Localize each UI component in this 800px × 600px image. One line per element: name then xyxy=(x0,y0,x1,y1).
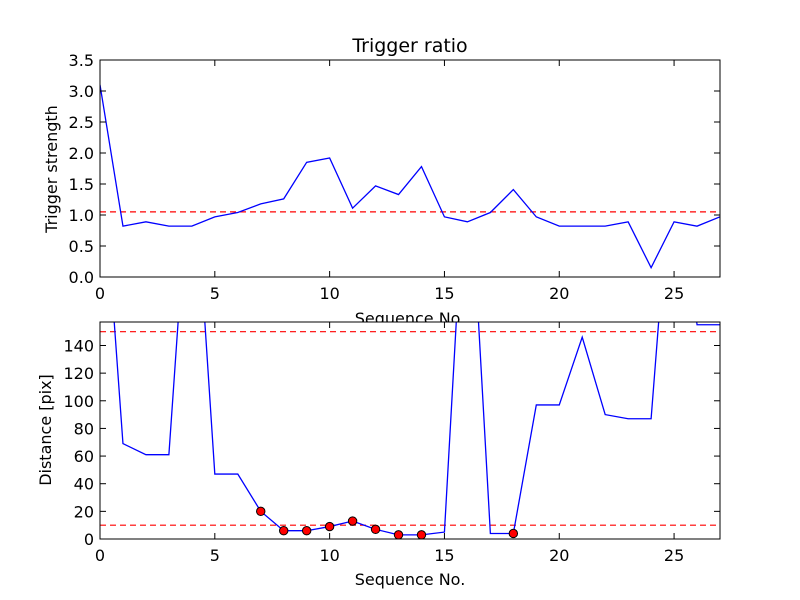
bottom-y-tick-label: 120 xyxy=(63,364,94,383)
bottom-ticks: 0 5 10 15 20 25 0 20 40 60 80 100 120 140 xyxy=(63,322,720,565)
bottom-x-tick-label: 0 xyxy=(95,546,105,565)
detected-point xyxy=(347,516,358,526)
top-y-tick-label: 3.0 xyxy=(69,82,94,101)
top-ticks: 0 5 10 15 20 25 0.0 0.5 1.0 1.5 2.0 2.5 3.0 3.5 xyxy=(69,51,720,303)
bottom-y-tick-label: 60 xyxy=(74,447,94,466)
bottom-plot-area xyxy=(100,322,720,539)
detected-point xyxy=(279,526,289,536)
bottom-x-axis-label: Sequence No. xyxy=(355,570,466,589)
bottom-subplot: 0 5 10 15 20 25 0 20 40 60 80 100 120 140 Sequence No… xyxy=(36,321,721,589)
bottom-y-axis-label: Distance [pix] xyxy=(36,374,55,486)
bottom-y-tick-label: 140 xyxy=(63,336,94,355)
top-series-line xyxy=(100,84,720,270)
bottom-y-tick-label: 80 xyxy=(74,419,94,438)
top-x-tick-label: 25 xyxy=(664,284,684,303)
bottom-x-tick-label: 15 xyxy=(434,546,454,565)
top-y-tick-label: 1.5 xyxy=(69,175,94,194)
detected-point xyxy=(301,526,312,536)
top-subplot: Trigger ratio 0 5 10 15 20 25 0.0 0.5 1.0 1.5 2.0 2… xyxy=(42,35,721,328)
top-x-tick-label: 20 xyxy=(549,284,569,303)
detected-point xyxy=(370,524,381,535)
top-plot-area xyxy=(100,84,720,270)
bottom-x-tick-label: 10 xyxy=(319,546,339,565)
bottom-y-tick-label: 100 xyxy=(63,392,94,411)
bottom-y-tick-label: 40 xyxy=(74,475,94,494)
bottom-y-tick-label: 0 xyxy=(84,530,94,549)
top-y-tick-label: 1.0 xyxy=(69,206,94,225)
top-y-axis-label: Trigger strength xyxy=(42,105,61,234)
top-y-tick-label: 2.0 xyxy=(69,144,94,163)
bottom-axes-frame xyxy=(99,321,721,540)
detected-point xyxy=(508,528,519,539)
top-y-tick-label: 0.5 xyxy=(69,237,94,256)
top-y-tick-label: 3.5 xyxy=(69,51,94,70)
detected-point xyxy=(416,530,427,539)
top-x-tick-label: 5 xyxy=(210,284,220,303)
detected-point xyxy=(256,506,266,517)
top-x-tick-label: 10 xyxy=(319,284,339,303)
top-x-tick-label: 0 xyxy=(95,284,105,303)
bottom-series-line xyxy=(113,322,720,536)
top-axes-frame xyxy=(99,59,721,278)
top-y-tick-label: 0.0 xyxy=(69,268,94,287)
bottom-x-tick-label: 20 xyxy=(549,546,569,565)
detected-point xyxy=(393,530,404,539)
chart-title: Trigger ratio xyxy=(351,35,467,57)
detected-point xyxy=(324,521,335,532)
top-x-tick-label: 15 xyxy=(434,284,454,303)
top-y-tick-label: 2.5 xyxy=(69,113,94,132)
bottom-x-tick-label: 5 xyxy=(210,546,220,565)
bottom-x-tick-label: 25 xyxy=(664,546,684,565)
bottom-y-tick-label: 20 xyxy=(74,502,94,521)
bottom-axes-background xyxy=(100,322,720,539)
